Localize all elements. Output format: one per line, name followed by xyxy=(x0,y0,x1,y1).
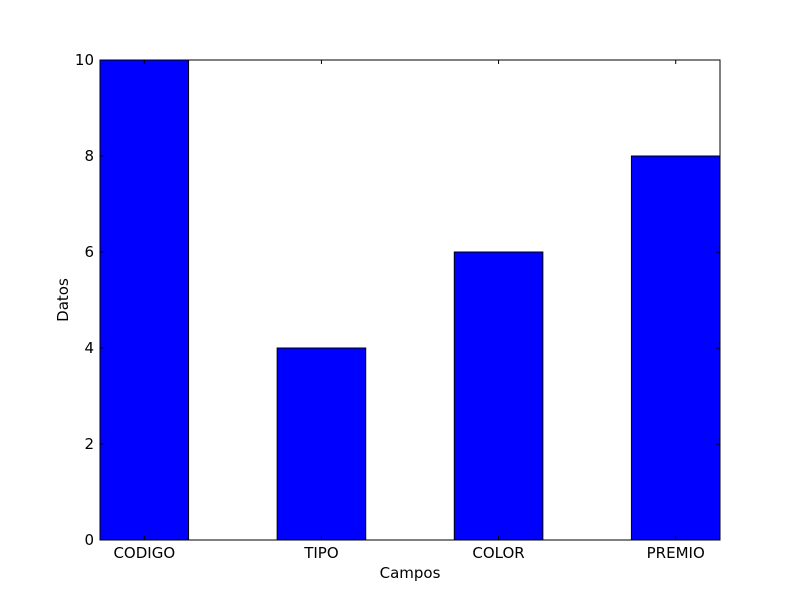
y-tick-label: 2 xyxy=(84,435,94,453)
y-tick-label: 4 xyxy=(84,339,94,357)
bar-codigo xyxy=(99,59,190,541)
y-tick-label: 8 xyxy=(84,147,94,165)
x-tick-label: PREMIO xyxy=(647,544,705,562)
y-tick-label: 6 xyxy=(84,243,94,261)
plot-frame xyxy=(99,59,721,541)
bars-layer xyxy=(99,59,721,541)
y-tick-label: 10 xyxy=(75,51,94,69)
bar-color xyxy=(453,251,544,541)
bar-tipo xyxy=(276,347,367,541)
x-axis-label: Campos xyxy=(380,564,441,582)
y-axis-label: Datos xyxy=(54,278,72,322)
bar-premio xyxy=(630,155,721,541)
y-tick-label: 0 xyxy=(84,531,94,549)
x-tick-label: COLOR xyxy=(472,544,524,562)
ticks-layer: CODIGO TIPO COLOR PREMIO 0 2 4 6 8 10 xyxy=(75,51,720,562)
x-tick-label: CODIGO xyxy=(113,544,175,562)
x-tick-label: TIPO xyxy=(303,544,338,562)
